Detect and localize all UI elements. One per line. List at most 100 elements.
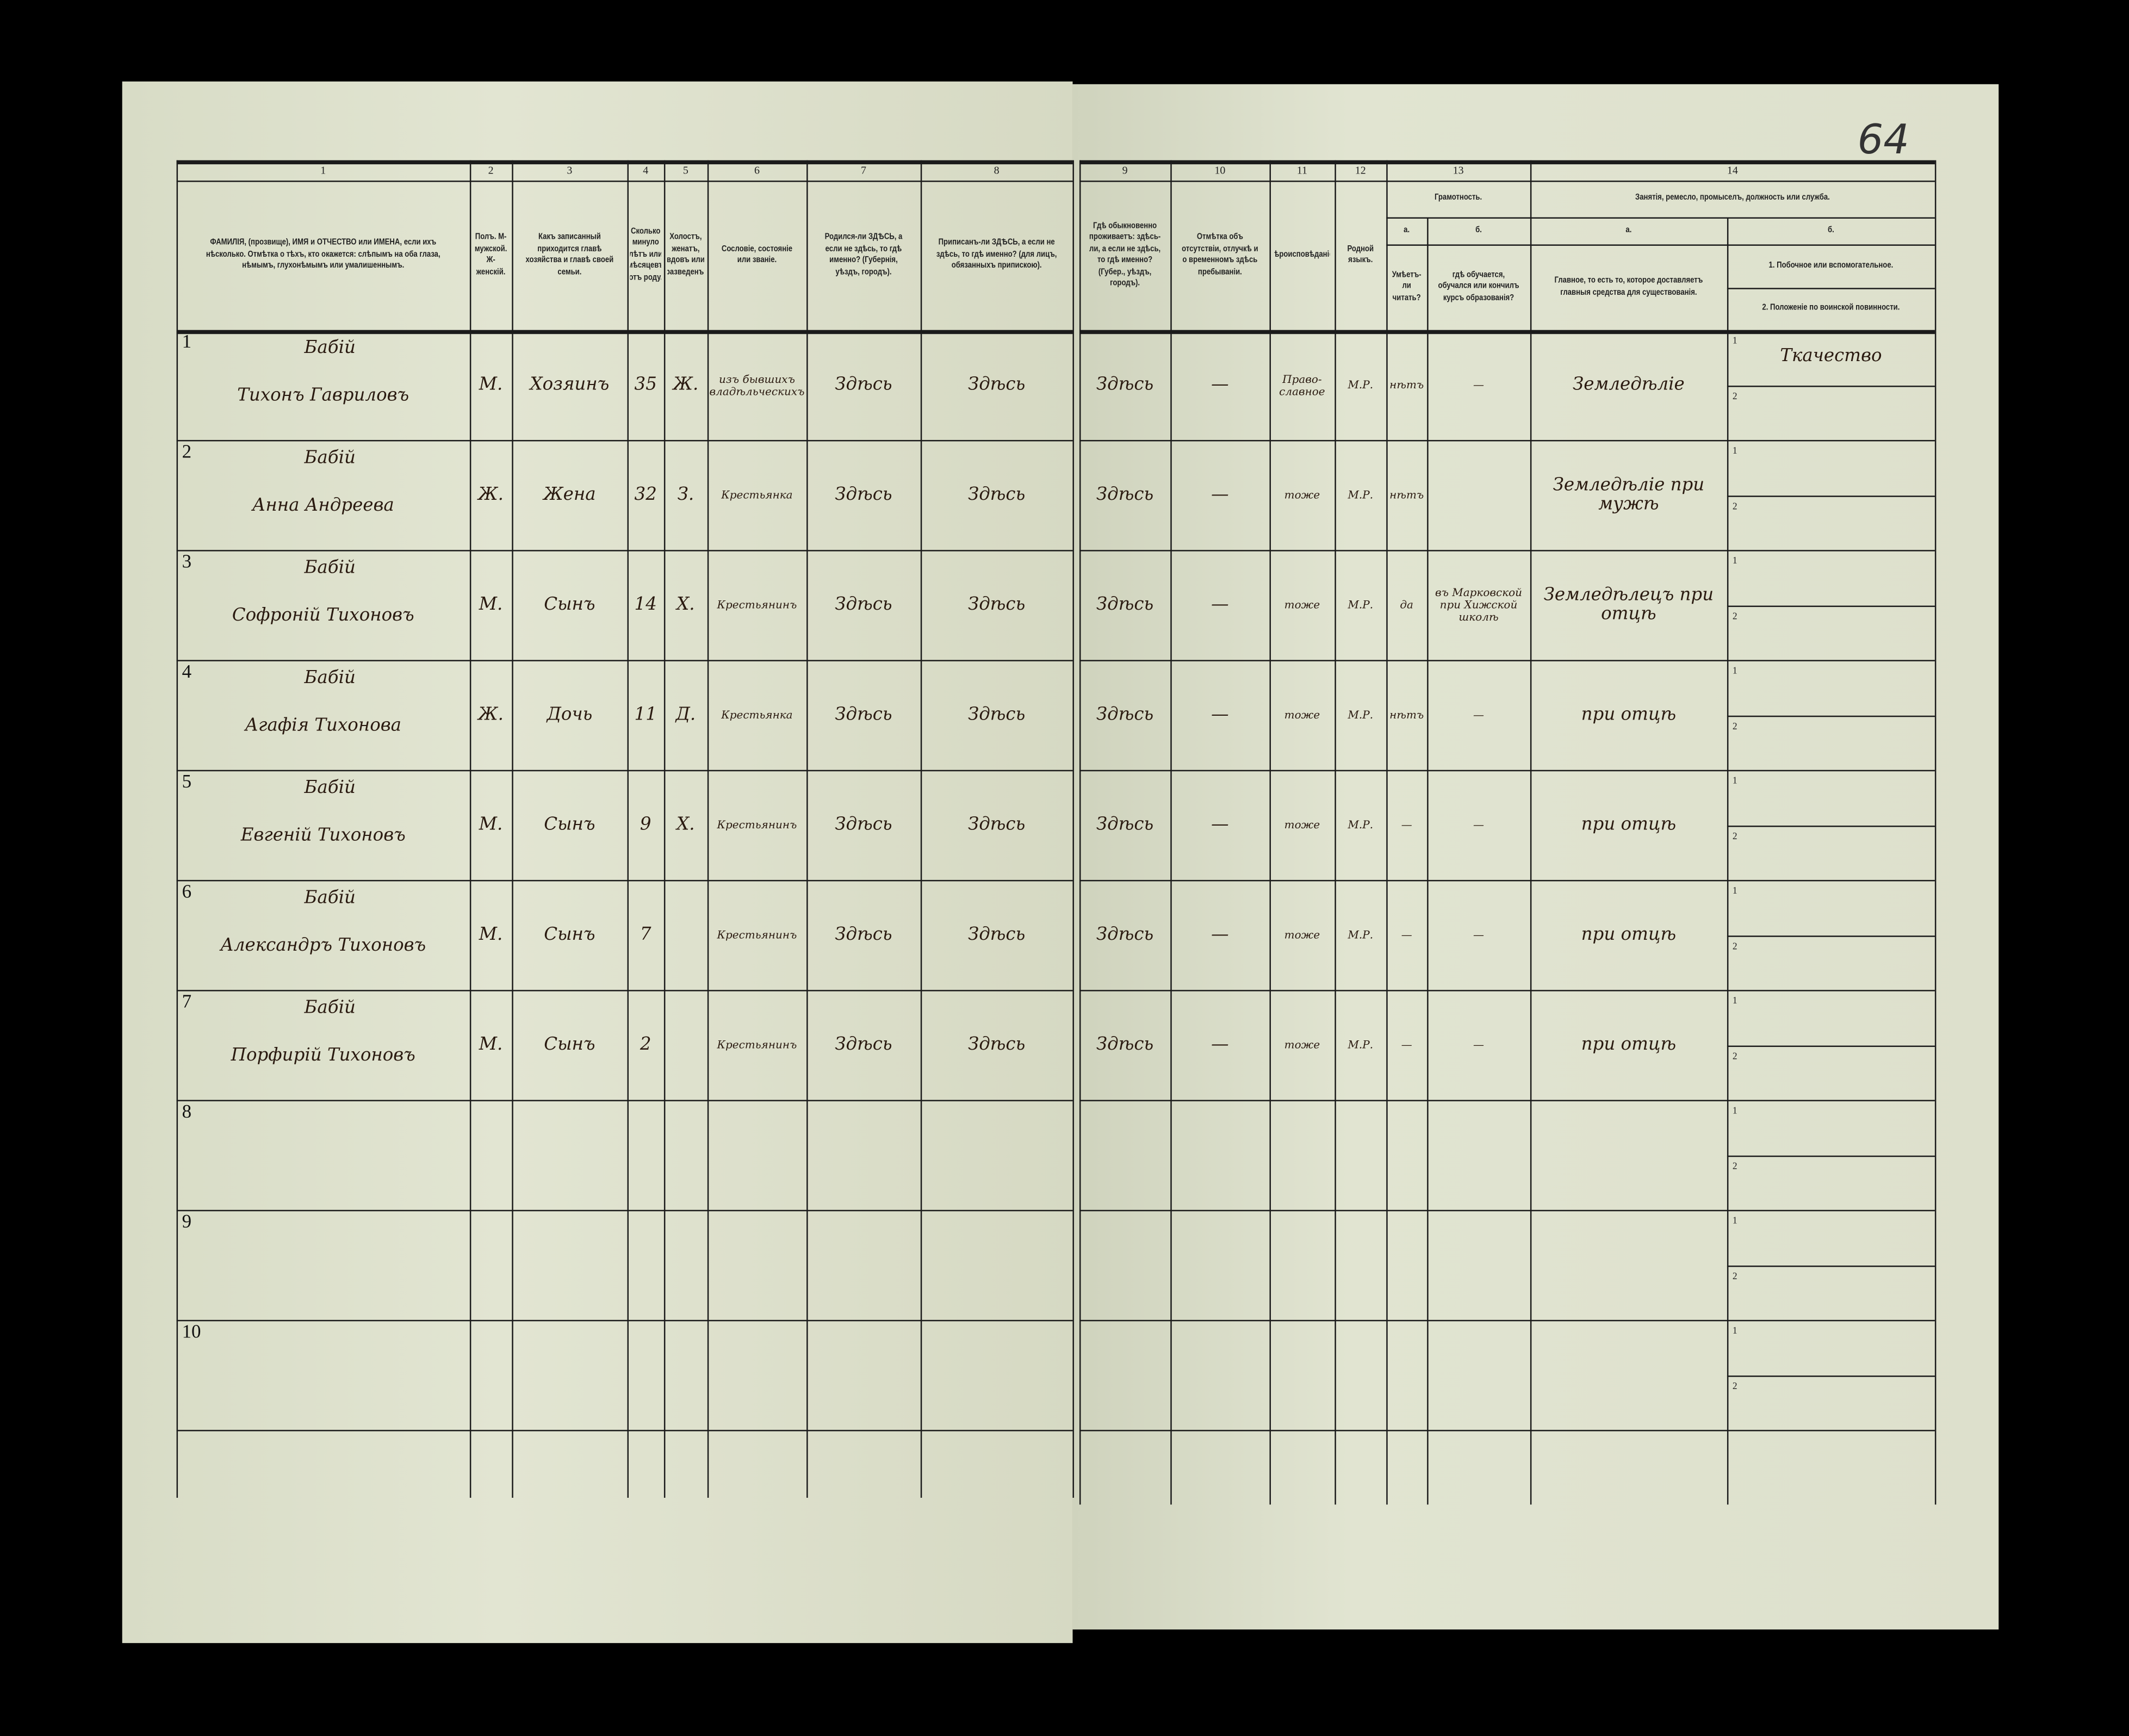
cell-absence — [1170, 1320, 1269, 1430]
cell-school — [1427, 440, 1530, 550]
row-number: 2 — [182, 442, 192, 463]
cell-born: Здѣсь — [835, 1034, 892, 1055]
column-divider — [1427, 217, 1429, 1505]
cell-language: М.Р. — [1348, 819, 1374, 832]
cell-estate: Крестьянка — [721, 709, 793, 721]
cell-language: М.Р. — [1348, 928, 1374, 941]
cell-born: Здѣсь — [835, 924, 892, 945]
surname: Бабій — [304, 558, 356, 579]
column-number: 6 — [754, 164, 760, 177]
cell-religion: тоже — [1284, 709, 1320, 721]
page-number: 64 — [1857, 116, 1909, 165]
row-divider — [176, 550, 1073, 551]
cell-absence: — — [1211, 704, 1229, 725]
cell-secondary: Ткачество — [1780, 346, 1882, 367]
cell-lives — [1079, 1210, 1170, 1320]
surname: Бабій — [304, 668, 356, 689]
column-number: 7 — [860, 164, 866, 177]
row-number: 9 — [182, 1212, 192, 1233]
cell-language: М.Р. — [1348, 488, 1374, 501]
cell-estate: Крестьянинъ — [717, 1039, 797, 1051]
cell-reads — [1386, 1100, 1427, 1210]
cell-age: 14 — [634, 594, 657, 615]
sub-row-number: 1 — [1732, 775, 1737, 786]
cell-reads: — — [1401, 928, 1412, 941]
cell-age — [628, 1210, 664, 1320]
cell-estate: Крестьянинъ — [717, 928, 797, 941]
row-divider — [176, 1210, 1073, 1212]
sub-row-divider — [1727, 495, 1935, 497]
row-divider — [1079, 990, 1935, 991]
surname: Бабій — [304, 998, 356, 1019]
cell-registered: Здѣсь — [967, 484, 1026, 505]
cell-registered: Здѣсь — [967, 374, 1026, 395]
cell-age: 7 — [640, 924, 651, 945]
cell-age: 32 — [634, 484, 657, 505]
surname: Бабій — [304, 778, 356, 799]
left-page — [122, 81, 1073, 1644]
cell-sex: М. — [479, 1034, 503, 1055]
cell-occupation: при отцѣ — [1581, 1034, 1677, 1055]
column-header: Холостъ, женатъ, вдовъ или разведенъ. — [667, 232, 704, 277]
column-header: Родился-ли ЗДѢСЬ, а если не здѣсь, то гд… — [824, 232, 903, 277]
sub-row-divider — [1727, 1375, 1935, 1377]
cell-marital — [664, 1210, 707, 1320]
cell-language — [1334, 1100, 1386, 1210]
cell-estate — [707, 1100, 806, 1210]
row-divider — [1079, 770, 1935, 772]
column-number: 12 — [1355, 164, 1366, 177]
cell-occupation: Земледѣліе — [1573, 374, 1685, 395]
cell-occupation: при отцѣ — [1581, 704, 1677, 725]
number-row-divider — [176, 181, 1073, 182]
column-divider — [1079, 160, 1081, 1505]
row-divider — [1079, 1319, 1935, 1322]
cell-estate: Крестьянинъ — [717, 819, 797, 832]
sub-row-divider — [1727, 605, 1935, 606]
sub-row-number: 1 — [1732, 665, 1737, 677]
cell-school: въ Марковской при Хижской школѣ — [1435, 586, 1523, 624]
column-header: гдѣ обучается, обучался или кончилъ курс… — [1438, 270, 1519, 303]
sub-row-divider — [1727, 1045, 1935, 1046]
cell-absence: — — [1211, 924, 1229, 945]
surname — [196, 1213, 464, 1245]
cell-secondary — [1727, 1210, 1935, 1265]
row-divider — [1079, 1430, 1935, 1431]
cell-marital: Х. — [676, 594, 695, 615]
cell-relation: Хозяинъ — [530, 374, 610, 395]
cell-reads: нѣтъ — [1389, 488, 1424, 501]
cell-born: Здѣсь — [835, 814, 892, 835]
column-number: 10 — [1214, 164, 1226, 177]
full-name: Тихонъ Гавриловъ — [237, 386, 409, 406]
cell-lives — [1079, 1100, 1170, 1210]
column-number: 5 — [682, 164, 688, 177]
cell-born: Здѣсь — [835, 594, 892, 615]
cell-occupation: Земледѣліе при мужѣ — [1553, 474, 1705, 514]
cell-absence: — — [1211, 1034, 1229, 1055]
cell-registered — [921, 1320, 1073, 1430]
cell-religion: тоже — [1284, 1039, 1320, 1051]
cell-registered: Здѣсь — [967, 594, 1026, 615]
cell-secondary — [1727, 990, 1935, 1045]
full-name: Анна Андреева — [252, 495, 394, 516]
row-number: 8 — [182, 1102, 192, 1123]
cell-lives: Здѣсь — [1096, 704, 1154, 725]
cell-estate: Крестьянинъ — [717, 599, 797, 611]
column-number: 13 — [1453, 164, 1464, 177]
cell-age — [628, 1100, 664, 1210]
cell-school: — — [1473, 1039, 1485, 1051]
row-number: 7 — [182, 993, 192, 1013]
cell-relation — [512, 1320, 627, 1430]
full-name: Порфирій Тихоновъ — [231, 1045, 415, 1066]
cell-secondary — [1727, 770, 1935, 825]
cell-sex: М. — [479, 924, 503, 945]
row-number: 4 — [182, 662, 192, 683]
row-number: 5 — [182, 772, 192, 793]
cell-language: М.Р. — [1348, 379, 1374, 392]
cell-religion: тоже — [1284, 488, 1320, 501]
cell-religion: тоже — [1284, 599, 1320, 611]
sub-row-number: 1 — [1732, 445, 1737, 456]
column-header: Какъ записанный приходится главѣ хозяйст… — [525, 232, 614, 277]
column-header: Приписанъ-ли ЗДѢСЬ, а если не здѣсь, то … — [936, 238, 1057, 271]
cell-language — [1334, 1320, 1386, 1430]
column-divider — [1727, 217, 1729, 1505]
